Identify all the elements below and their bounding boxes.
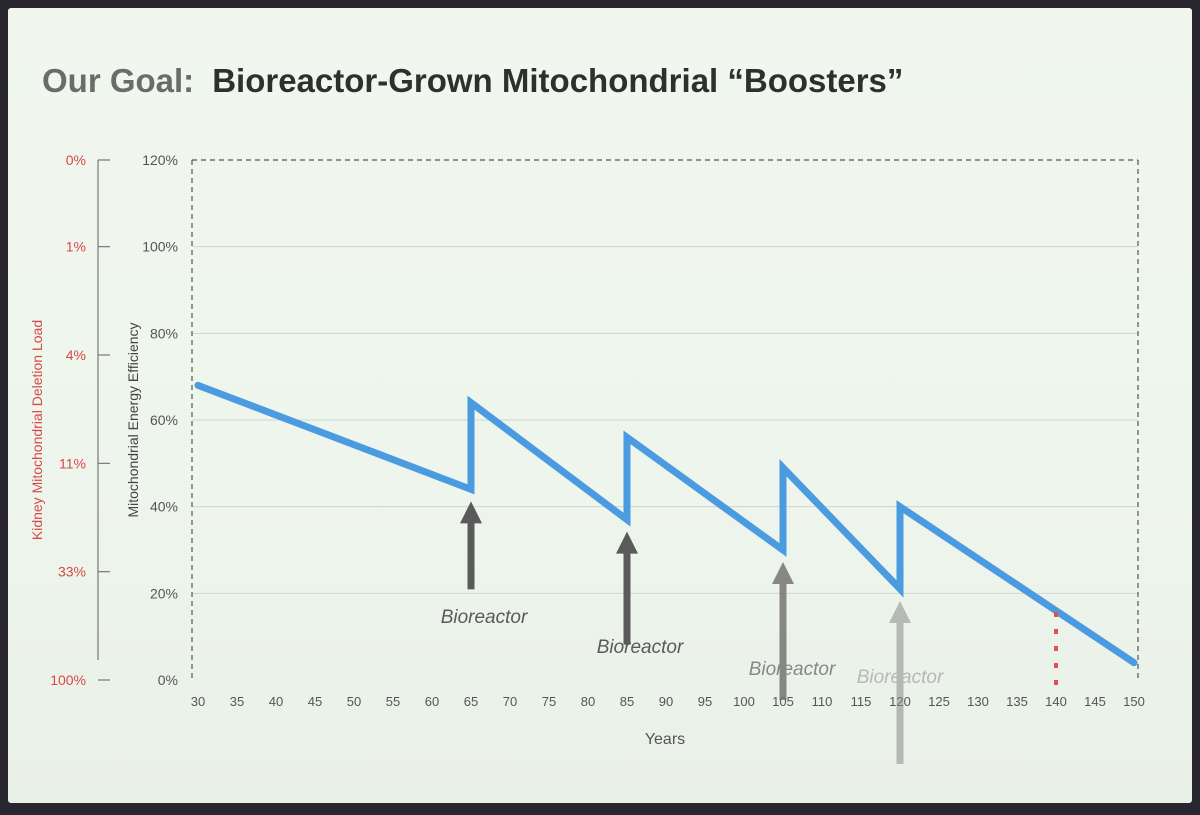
- y2-tick-label: 100%: [50, 672, 86, 688]
- x-tick-label: 110: [812, 694, 833, 709]
- end-marker-dot: [1054, 663, 1058, 668]
- series-point: [625, 435, 629, 440]
- bioreactor-label: Bioreactor: [441, 607, 528, 628]
- x-tick-label: 40: [269, 694, 283, 709]
- series-point: [196, 383, 200, 388]
- y2-axis-title: Kidney Mitochondrial Deletion Load: [29, 320, 45, 540]
- bioreactor-label: Bioreactor: [749, 659, 836, 680]
- x-tick-label: 65: [464, 694, 478, 709]
- x-tick-label: 85: [620, 694, 634, 709]
- x-tick-label: 50: [347, 694, 361, 709]
- x-tick-label: 140: [1045, 694, 1067, 709]
- y2-tick-label: 11%: [59, 455, 86, 471]
- series-line: [194, 381, 1138, 667]
- x-tick-label: 70: [503, 694, 517, 709]
- y2-tick-label: 1%: [66, 239, 86, 255]
- y-tick-label: 60%: [150, 412, 178, 428]
- slide-title: Our Goal: Bioreactor-Grown Mitochondrial …: [42, 62, 903, 100]
- arrow-head: [889, 601, 911, 623]
- x-tick-label: 90: [659, 694, 673, 709]
- x-tick-label: 35: [230, 694, 244, 709]
- y-axis-title: Mitochondrial Energy Efficiency: [125, 322, 141, 517]
- arrow-shaft: [779, 582, 787, 700]
- x-tick-label: 60: [425, 694, 439, 709]
- series-point: [469, 487, 473, 492]
- arrow-head: [460, 501, 482, 524]
- y2-tick-label: 4%: [66, 347, 86, 363]
- end-marker-dot: [1054, 680, 1058, 685]
- series-point: [898, 587, 902, 591]
- x-tick-label: 55: [386, 694, 400, 709]
- y-tick-label: 120%: [142, 152, 178, 168]
- bioreactor-arrow: Bioreactor: [857, 601, 944, 764]
- slide-background: [8, 8, 1192, 803]
- y-tick-label: 20%: [150, 585, 178, 601]
- x-tick-label: 115: [851, 694, 872, 709]
- end-marker-dot: [1054, 612, 1058, 617]
- series-point: [625, 517, 629, 522]
- x-tick-label: 150: [1123, 694, 1145, 709]
- end-marker-dot: [1054, 646, 1058, 651]
- title-main: Bioreactor-Grown Mitochondrial “Boosters…: [212, 62, 904, 99]
- bioreactor-arrow: Bioreactor: [749, 562, 836, 700]
- x-tick-label: 125: [928, 694, 950, 709]
- x-axis-title: Years: [645, 731, 685, 748]
- end-marker-dot: [1054, 629, 1058, 634]
- series-point: [781, 548, 785, 552]
- y2-tick-label: 33%: [58, 564, 86, 580]
- arrow-shaft: [623, 551, 631, 645]
- bioreactor-label: Bioreactor: [857, 667, 944, 688]
- bioreactor-label: Bioreactor: [597, 637, 684, 658]
- series-point: [469, 400, 473, 405]
- series-point: [781, 465, 785, 470]
- y-tick-label: 0%: [158, 672, 178, 688]
- x-tick-label: 105: [772, 694, 794, 709]
- title-prefix: Our Goal:: [42, 62, 195, 99]
- x-tick-label: 45: [308, 694, 322, 709]
- arrow-shaft: [896, 621, 904, 764]
- series-point: [898, 504, 902, 509]
- y-tick-label: 40%: [150, 499, 178, 515]
- bioreactor-arrow: Bioreactor: [597, 531, 684, 658]
- x-tick-label: 95: [698, 694, 712, 709]
- y-tick-label: 80%: [150, 325, 178, 341]
- x-tick-label: 135: [1006, 694, 1028, 709]
- bioreactor-arrow: Bioreactor: [441, 501, 528, 628]
- x-tick-label: 100: [733, 694, 755, 709]
- y2-tick-label: 0%: [66, 152, 86, 168]
- arrow-head: [772, 562, 794, 584]
- x-tick-label: 30: [191, 694, 205, 709]
- x-tick-label: 80: [581, 694, 595, 709]
- x-tick-label: 130: [967, 694, 989, 709]
- x-tick-label: 75: [542, 694, 556, 709]
- arrow-shaft: [467, 521, 475, 590]
- series-point: [1132, 660, 1136, 665]
- arrow-head: [616, 531, 638, 554]
- y-tick-label: 100%: [142, 239, 178, 255]
- x-tick-label: 145: [1084, 694, 1106, 709]
